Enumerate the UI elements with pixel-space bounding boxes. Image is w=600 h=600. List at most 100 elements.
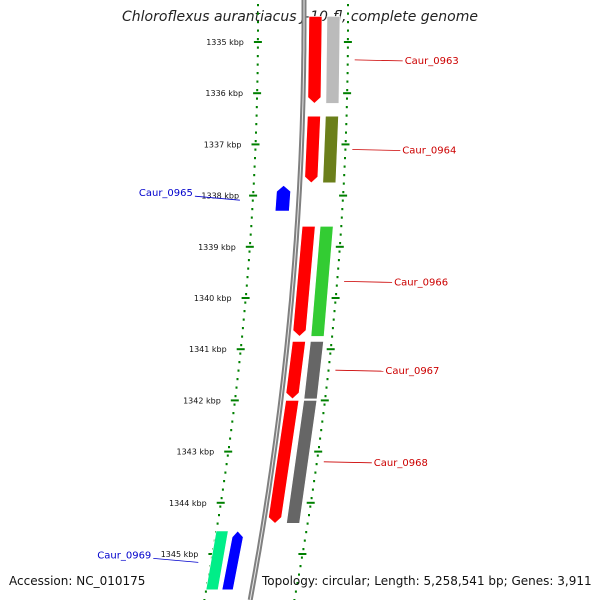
ruler-dot [344, 140, 347, 143]
ruler-dot [347, 21, 349, 24]
ruler-dot [248, 250, 251, 253]
ruler-dot [342, 191, 345, 194]
genome-summary-text: Topology: circular; Length: 5,258,541 bp… [262, 574, 592, 588]
ruler-dot [323, 403, 326, 406]
ruler-dot [309, 505, 312, 508]
ruler-dot [238, 361, 241, 364]
ruler-dot [239, 352, 242, 355]
tick-label: 1344 kbp [169, 499, 207, 508]
ruler-dot [219, 505, 222, 508]
ruler-dot [346, 46, 349, 49]
ruler-dot [332, 318, 335, 321]
ruler-dot [229, 437, 232, 440]
backbone-highlight [249, 0, 305, 600]
ruler-dot [243, 310, 246, 313]
ruler-dot [235, 386, 238, 389]
ruler-dot [299, 565, 302, 568]
ruler-dot [313, 480, 316, 483]
cog-category-bar [322, 115, 339, 184]
ruler-dot [296, 582, 299, 585]
ruler-dot [256, 80, 259, 83]
kbp-ruler: 1335 kbp 1336 kbp 1337 kbp 1338 kbp 1339 kbp… [161, 38, 352, 559]
ruler-dot [346, 89, 349, 92]
ruler-dot [249, 242, 252, 245]
ruler-dot [256, 38, 259, 41]
accession-text: Accession: NC_010175 [9, 574, 146, 588]
ruler-dot [231, 420, 234, 423]
ruler-dot [257, 21, 259, 24]
ruler-dot [255, 131, 257, 134]
ruler-dot [340, 216, 343, 219]
ruler-dot [204, 590, 207, 593]
ruler-dot [314, 471, 317, 474]
ruler-dot [247, 267, 250, 270]
tick-label: 1337 kbp [204, 140, 242, 149]
tick-label: 1339 kbp [198, 243, 236, 252]
ruler-dot [251, 199, 254, 202]
ruler-dot [311, 488, 314, 491]
ruler-dot [241, 335, 244, 338]
gene-label: Caur_0965 [139, 188, 193, 199]
ruler-dot [294, 590, 297, 593]
ruler-dot [257, 29, 259, 32]
tick-label: 1341 kbp [189, 345, 227, 354]
cog-category-bar [303, 341, 324, 400]
label-leader-line [194, 195, 240, 201]
tick-label: 1342 kbp [183, 396, 221, 405]
ruler-dot [318, 446, 320, 449]
ruler-dot [340, 225, 343, 228]
ruler-dot [254, 140, 257, 143]
ruler-dot [255, 114, 258, 117]
ruler-dot [233, 403, 236, 406]
ruler-dot [245, 293, 248, 296]
ruler-dot [306, 522, 309, 525]
tick-label: 1338 kbp [201, 192, 239, 201]
ruler-dot [347, 29, 349, 32]
ruler-dot [337, 267, 340, 270]
ruler-dot [250, 216, 253, 219]
ruler-dot [322, 412, 325, 415]
ruler-dot [256, 55, 259, 58]
ruler-dot [346, 38, 349, 41]
ruler-dot [345, 106, 348, 109]
ruler-dot [234, 395, 237, 398]
ruler-dot [253, 165, 256, 168]
ruler-dot [221, 488, 224, 491]
label-leader-line [352, 149, 401, 151]
ruler-dot [329, 352, 332, 355]
ruler-dot [315, 463, 318, 466]
ruler-dot [256, 89, 259, 92]
ruler-dot [230, 429, 233, 432]
forward-gene-arrow [304, 115, 321, 184]
cog-category-bar [205, 530, 229, 591]
ruler-dot [321, 420, 324, 423]
reverse-gene-arrow [274, 185, 291, 212]
ruler-dot [254, 148, 257, 151]
ruler-dot [335, 284, 338, 287]
ruler-dot [246, 276, 249, 279]
tick-label: 1335 kbp [206, 38, 244, 47]
ruler-dot [343, 174, 346, 177]
ruler-dot [346, 97, 348, 100]
ruler-dot [232, 412, 235, 415]
gene-label: Caur_0963 [405, 56, 459, 67]
gene-label: Caur_0969 [97, 550, 151, 561]
ruler-dot [339, 233, 342, 236]
label-leader-line [344, 281, 393, 283]
gene-label: Caur_0968 [374, 458, 428, 469]
ruler-dot [218, 514, 220, 517]
ruler-dot [326, 378, 329, 381]
ruler-dot [256, 46, 259, 49]
ruler-dot [344, 148, 347, 151]
ruler-dot [345, 131, 347, 134]
ruler-dot [338, 250, 341, 253]
label-leader-line [153, 558, 199, 563]
ruler-dot [320, 429, 323, 432]
ruler-dot [256, 97, 258, 100]
ruler-dot [240, 344, 243, 347]
ruler-dot [331, 335, 334, 338]
ruler-dot [255, 123, 258, 126]
ruler-dot [343, 165, 346, 168]
ruler-dot [253, 174, 256, 177]
ruler-dot [252, 182, 255, 185]
